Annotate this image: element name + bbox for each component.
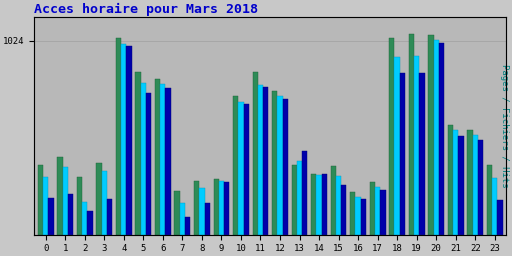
Bar	[238, 102, 244, 234]
Bar	[361, 199, 366, 234]
Bar	[316, 175, 322, 234]
Bar	[453, 131, 458, 234]
Bar	[180, 203, 185, 234]
Bar	[199, 188, 204, 234]
Bar	[434, 40, 439, 234]
Bar	[146, 93, 151, 234]
Bar	[38, 165, 43, 234]
Bar	[414, 56, 419, 234]
Bar	[175, 191, 180, 234]
Bar	[341, 185, 347, 234]
Bar	[487, 165, 492, 234]
Bar	[62, 167, 68, 234]
Bar	[419, 73, 424, 234]
Bar	[473, 135, 478, 234]
Bar	[467, 131, 473, 234]
Bar	[439, 44, 444, 234]
Bar	[297, 161, 302, 234]
Bar	[355, 197, 361, 234]
Bar	[350, 192, 355, 234]
Bar	[331, 166, 336, 234]
Bar	[389, 38, 394, 234]
Bar	[77, 177, 82, 234]
Bar	[224, 182, 229, 234]
Bar	[322, 174, 327, 234]
Bar	[102, 171, 107, 234]
Bar	[219, 180, 224, 234]
Bar	[43, 177, 48, 234]
Bar	[214, 179, 219, 234]
Bar	[165, 88, 171, 234]
Bar	[394, 57, 400, 234]
Bar	[107, 199, 112, 234]
Bar	[141, 83, 146, 234]
Bar	[375, 187, 380, 234]
Bar	[68, 194, 73, 234]
Bar	[252, 72, 258, 234]
Bar	[478, 140, 483, 234]
Bar	[48, 198, 54, 234]
Bar	[88, 211, 93, 234]
Bar	[497, 200, 503, 234]
Bar	[272, 91, 278, 234]
Bar	[458, 136, 463, 234]
Bar	[244, 104, 249, 234]
Bar	[380, 190, 386, 234]
Bar	[57, 157, 62, 234]
Bar	[121, 45, 126, 234]
Bar	[96, 163, 102, 234]
Bar	[160, 84, 165, 234]
Bar	[185, 217, 190, 234]
Bar	[194, 180, 199, 234]
Bar	[428, 35, 434, 234]
Y-axis label: Pages / Fichiers / Hits: Pages / Fichiers / Hits	[500, 64, 509, 188]
Bar	[409, 34, 414, 234]
Bar	[233, 97, 238, 234]
Bar	[400, 73, 405, 234]
Bar	[258, 85, 263, 234]
Bar	[126, 46, 132, 234]
Bar	[263, 87, 268, 234]
Bar	[336, 176, 341, 234]
Bar	[370, 183, 375, 234]
Bar	[492, 178, 497, 234]
Bar	[82, 202, 88, 234]
Bar	[292, 165, 297, 234]
Bar	[204, 203, 210, 234]
Bar	[302, 151, 307, 234]
Bar	[155, 79, 160, 234]
Bar	[311, 174, 316, 234]
Bar	[278, 97, 283, 234]
Bar	[448, 125, 453, 234]
Text: Acces horaire pour Mars 2018: Acces horaire pour Mars 2018	[34, 3, 258, 16]
Bar	[116, 38, 121, 234]
Bar	[283, 99, 288, 234]
Bar	[135, 72, 141, 234]
